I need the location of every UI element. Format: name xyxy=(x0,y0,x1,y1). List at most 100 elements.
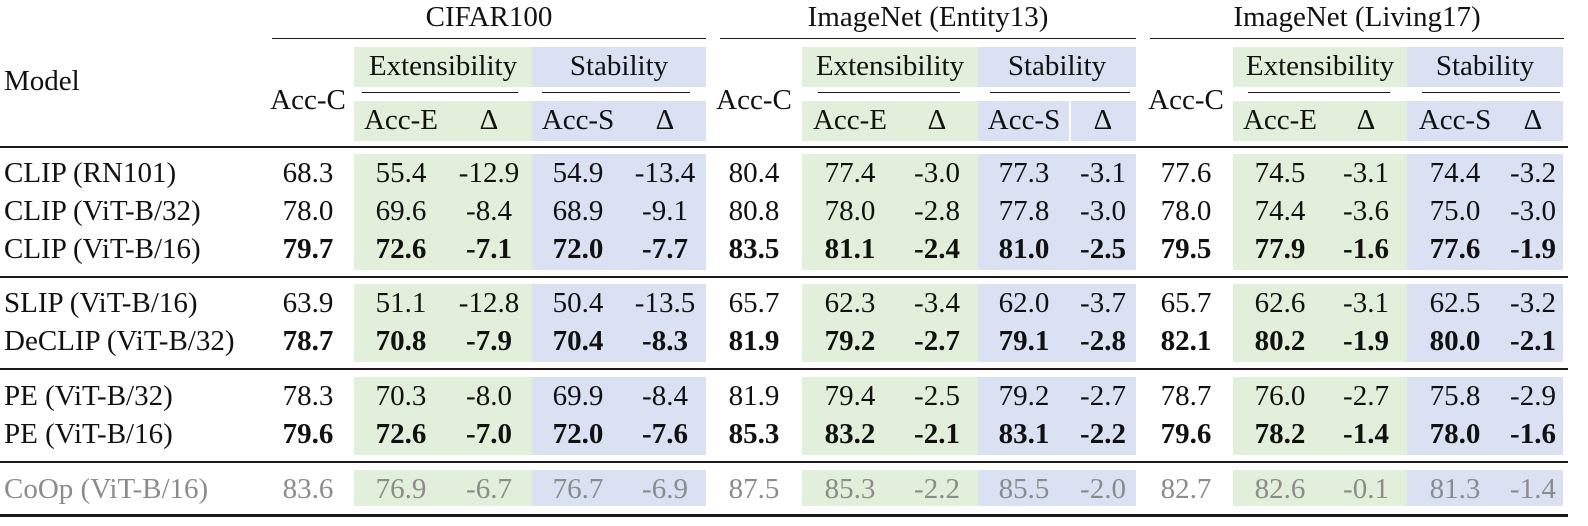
value-cell: 77.6 xyxy=(1160,157,1212,189)
stability-column-bg xyxy=(978,284,1136,362)
stability-column-bg xyxy=(532,377,706,455)
value-cell: 79.6 xyxy=(282,418,334,450)
value-cell: 68.9 xyxy=(552,195,604,227)
extensibility-header: Extensibility xyxy=(1245,50,1395,82)
model-name: PE (ViT-B/16) xyxy=(4,418,173,450)
stability-header-bg xyxy=(532,101,706,141)
value-cell: -8.3 xyxy=(642,325,688,357)
value-cell: 70.3 xyxy=(375,380,427,412)
value-cell: -3.6 xyxy=(1343,195,1389,227)
stability-header-bg xyxy=(1407,47,1563,87)
value-cell: 82.1 xyxy=(1160,325,1212,357)
extensibility-column-bg xyxy=(1233,284,1407,362)
value-cell: -12.9 xyxy=(458,157,520,189)
section-rule-3 xyxy=(0,461,1568,463)
header-cell-divider xyxy=(1069,101,1071,141)
value-cell: 76.9 xyxy=(375,473,427,505)
acc-c-header: Acc-C xyxy=(716,84,792,116)
value-cell: 80.0 xyxy=(1429,325,1481,357)
value-cell: 77.4 xyxy=(824,157,876,189)
value-cell: -2.7 xyxy=(1343,380,1389,412)
model-name: DeCLIP (ViT-B/32) xyxy=(4,325,235,357)
value-cell: 72.6 xyxy=(375,418,427,450)
model-column-header: Model xyxy=(4,65,80,97)
model-name: CoOp (ViT-B/16) xyxy=(4,473,209,505)
model-name: SLIP (ViT-B/16) xyxy=(4,287,198,319)
value-cell: 77.3 xyxy=(998,157,1050,189)
value-cell: 80.8 xyxy=(728,195,780,227)
extensibility-column-bg xyxy=(354,284,532,362)
value-cell: 62.3 xyxy=(824,287,876,319)
value-cell: 85.3 xyxy=(728,418,780,450)
stability-header-bg xyxy=(978,101,1136,141)
value-cell: 78.7 xyxy=(282,325,334,357)
value-cell: 74.4 xyxy=(1254,195,1306,227)
extensibility-column-bg xyxy=(802,470,978,506)
delta-e-header: Δ xyxy=(479,104,499,136)
stability-header: Stability xyxy=(1435,50,1535,82)
extensibility-cmidrule xyxy=(818,92,960,93)
value-cell: -2.9 xyxy=(1510,380,1556,412)
extensibility-cmidrule xyxy=(1248,92,1390,93)
value-cell: 80.4 xyxy=(728,157,780,189)
value-cell: 82.6 xyxy=(1254,473,1306,505)
value-cell: 79.2 xyxy=(998,380,1050,412)
value-cell: 74.4 xyxy=(1429,157,1481,189)
extensibility-header-bg xyxy=(802,47,978,87)
acc-c-header: Acc-C xyxy=(270,84,346,116)
value-cell: 72.0 xyxy=(552,233,604,265)
value-cell: 76.7 xyxy=(552,473,604,505)
value-cell: 78.0 xyxy=(1160,195,1212,227)
extensibility-header: Extensibility xyxy=(815,50,965,82)
value-cell: 81.9 xyxy=(728,380,780,412)
value-cell: -9.1 xyxy=(642,195,688,227)
value-cell: 81.0 xyxy=(998,233,1050,265)
value-cell: 78.3 xyxy=(282,380,334,412)
delta-s-header: Δ xyxy=(1523,104,1543,136)
value-cell: -0.1 xyxy=(1343,473,1389,505)
value-cell: -12.8 xyxy=(458,287,520,319)
value-cell: -2.8 xyxy=(1080,325,1126,357)
section-rule-2 xyxy=(0,368,1568,370)
stability-column-bg xyxy=(978,154,1136,270)
value-cell: 72.0 xyxy=(552,418,604,450)
value-cell: -3.0 xyxy=(1510,195,1556,227)
delta-s-header: Δ xyxy=(1093,104,1113,136)
model-name: CLIP (ViT-B/32) xyxy=(4,195,201,227)
stability-column-bg xyxy=(978,470,1136,506)
value-cell: 51.1 xyxy=(375,287,427,319)
value-cell: -1.4 xyxy=(1343,418,1389,450)
model-name: CLIP (ViT-B/16) xyxy=(4,233,201,265)
value-cell: 69.6 xyxy=(375,195,427,227)
value-cell: -7.6 xyxy=(642,418,688,450)
value-cell: -6.7 xyxy=(466,473,512,505)
value-cell: 77.6 xyxy=(1429,233,1481,265)
extensibility-column-bg xyxy=(354,154,532,270)
value-cell: 63.9 xyxy=(282,287,334,319)
dataset-header: CIFAR100 xyxy=(425,1,553,33)
extensibility-column-bg xyxy=(354,377,532,455)
delta-e-header: Δ xyxy=(1356,104,1376,136)
extensibility-column-bg xyxy=(802,377,978,455)
value-cell: 81.3 xyxy=(1429,473,1481,505)
value-cell: 69.9 xyxy=(552,380,604,412)
value-cell: 70.4 xyxy=(552,325,604,357)
value-cell: 78.0 xyxy=(824,195,876,227)
value-cell: -3.7 xyxy=(1080,287,1126,319)
stability-column-bg xyxy=(532,284,706,362)
model-name: CLIP (RN101) xyxy=(4,157,177,189)
stability-column-bg xyxy=(1407,377,1563,455)
extensibility-cmidrule xyxy=(362,92,518,93)
section-rule-1 xyxy=(0,276,1568,278)
stability-header-bg xyxy=(532,47,706,87)
extensibility-header-bg xyxy=(354,47,532,87)
value-cell: -2.1 xyxy=(914,418,960,450)
value-cell: 75.8 xyxy=(1429,380,1481,412)
value-cell: 80.2 xyxy=(1254,325,1306,357)
value-cell: -7.9 xyxy=(466,325,512,357)
extensibility-column-bg xyxy=(802,154,978,270)
bottom-rule xyxy=(0,514,1568,517)
stability-cmidrule xyxy=(990,92,1130,93)
value-cell: -6.9 xyxy=(642,473,688,505)
stability-column-bg xyxy=(978,377,1136,455)
